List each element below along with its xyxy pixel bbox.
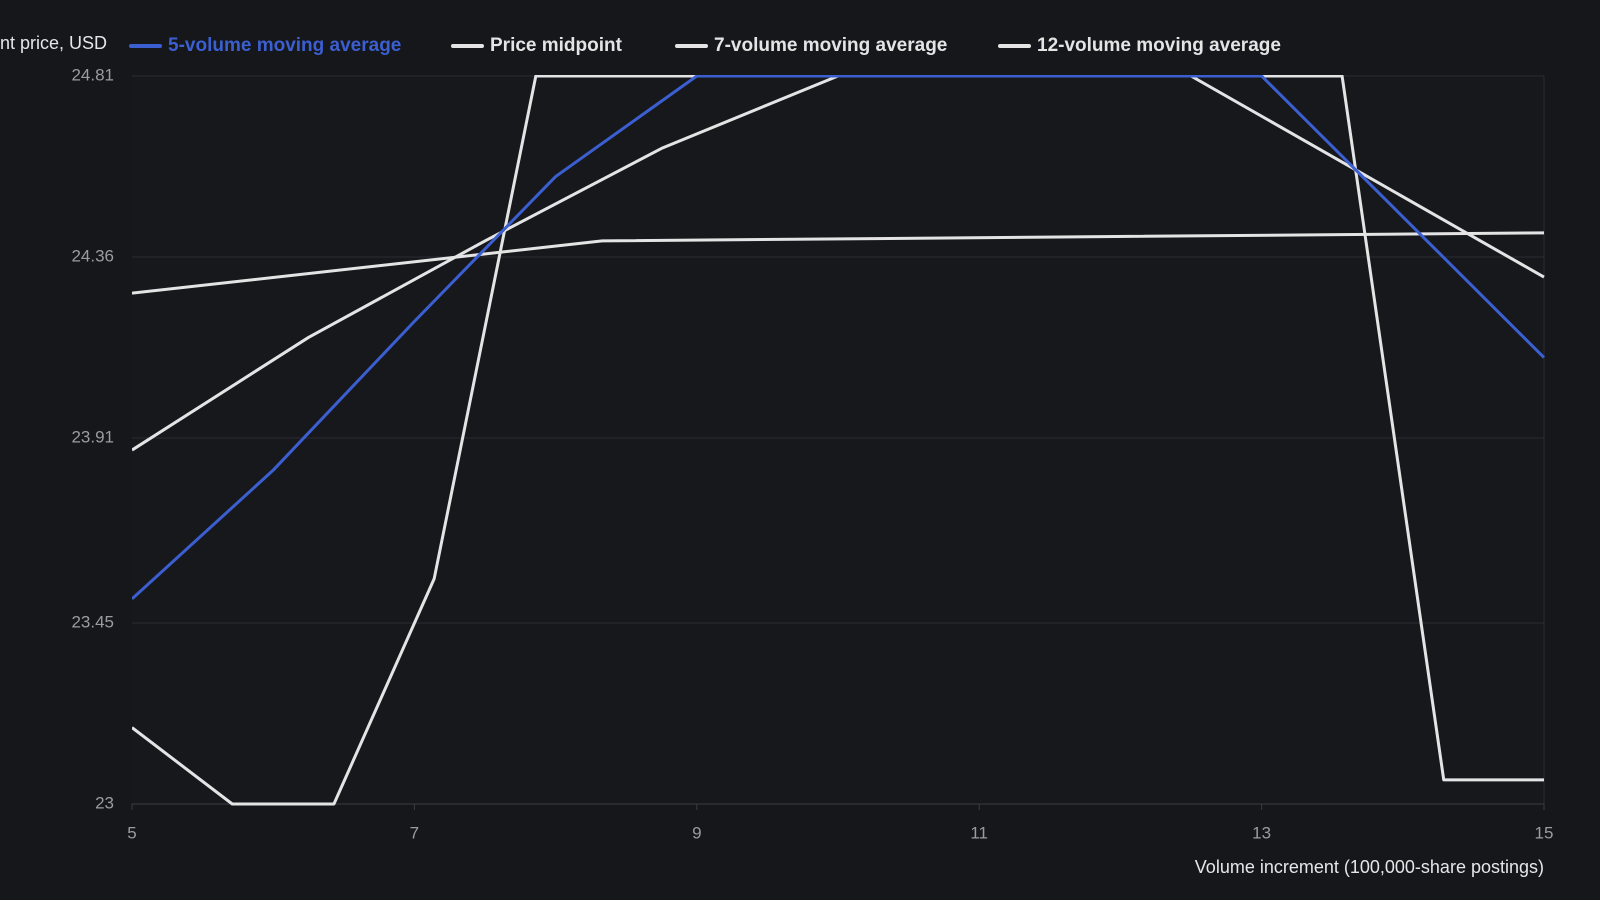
y-tick-label: 23 xyxy=(95,793,114,812)
legend-label: 7-volume moving average xyxy=(714,35,947,56)
x-tick-label: 15 xyxy=(1535,823,1554,842)
plot-lines xyxy=(132,75,1545,806)
x-tick-label: 11 xyxy=(970,823,988,842)
x-tick-label: 13 xyxy=(1252,823,1271,842)
x-tick-label: 7 xyxy=(410,823,419,842)
legend-label: Price midpoint xyxy=(490,35,623,56)
y-tick-label: 23.45 xyxy=(71,612,114,631)
plot-area xyxy=(132,76,1544,804)
x-tick-label: 5 xyxy=(127,823,136,842)
legend-label: 12-volume moving average xyxy=(1037,35,1281,56)
legend-label: 5-volume moving average xyxy=(168,35,401,56)
x-axis-label: Volume increment (100,000-share postings… xyxy=(1195,857,1544,877)
y-tick-label: 24.36 xyxy=(71,246,114,265)
series-line xyxy=(132,231,1545,295)
x-tick-label: 9 xyxy=(692,823,701,842)
series-line xyxy=(132,75,1545,600)
y-axis-label: nt price, USD xyxy=(0,33,107,53)
y-tick-label: 24.81 xyxy=(71,65,114,84)
y-tick-label: 23.91 xyxy=(71,427,114,446)
